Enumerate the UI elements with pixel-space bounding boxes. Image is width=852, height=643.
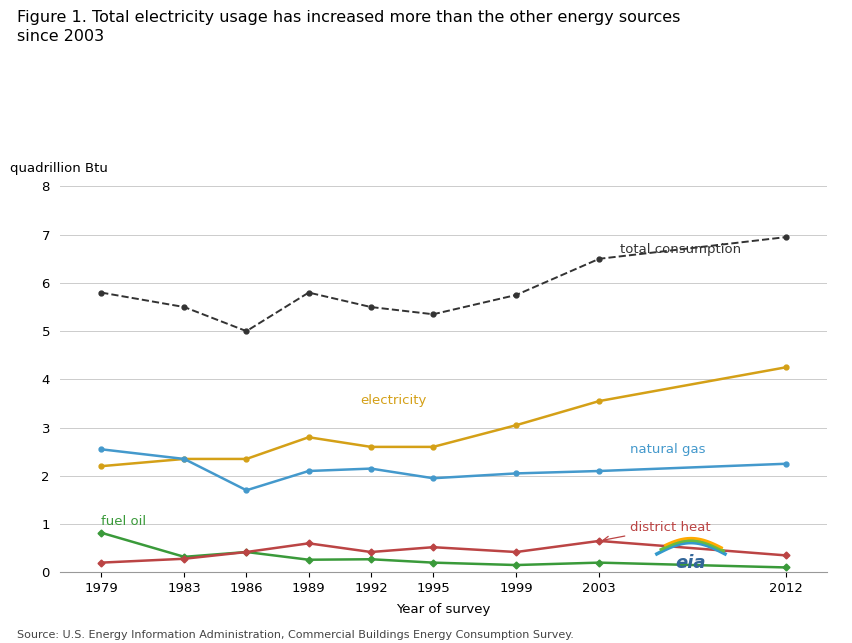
Text: since 2003: since 2003: [17, 29, 104, 44]
Text: eia: eia: [675, 554, 705, 572]
Text: fuel oil: fuel oil: [101, 515, 147, 528]
Text: Figure 1. Total electricity usage has increased more than the other energy sourc: Figure 1. Total electricity usage has in…: [17, 10, 680, 24]
Text: natural gas: natural gas: [630, 442, 705, 455]
Text: quadrillion Btu: quadrillion Btu: [10, 162, 107, 175]
X-axis label: Year of survey: Year of survey: [396, 603, 490, 617]
Text: Source: U.S. Energy Information Administration, Commercial Buildings Energy Cons: Source: U.S. Energy Information Administ…: [17, 629, 573, 640]
Text: total consumption: total consumption: [619, 244, 740, 257]
Text: district heat: district heat: [602, 521, 710, 542]
Text: electricity: electricity: [360, 394, 427, 408]
